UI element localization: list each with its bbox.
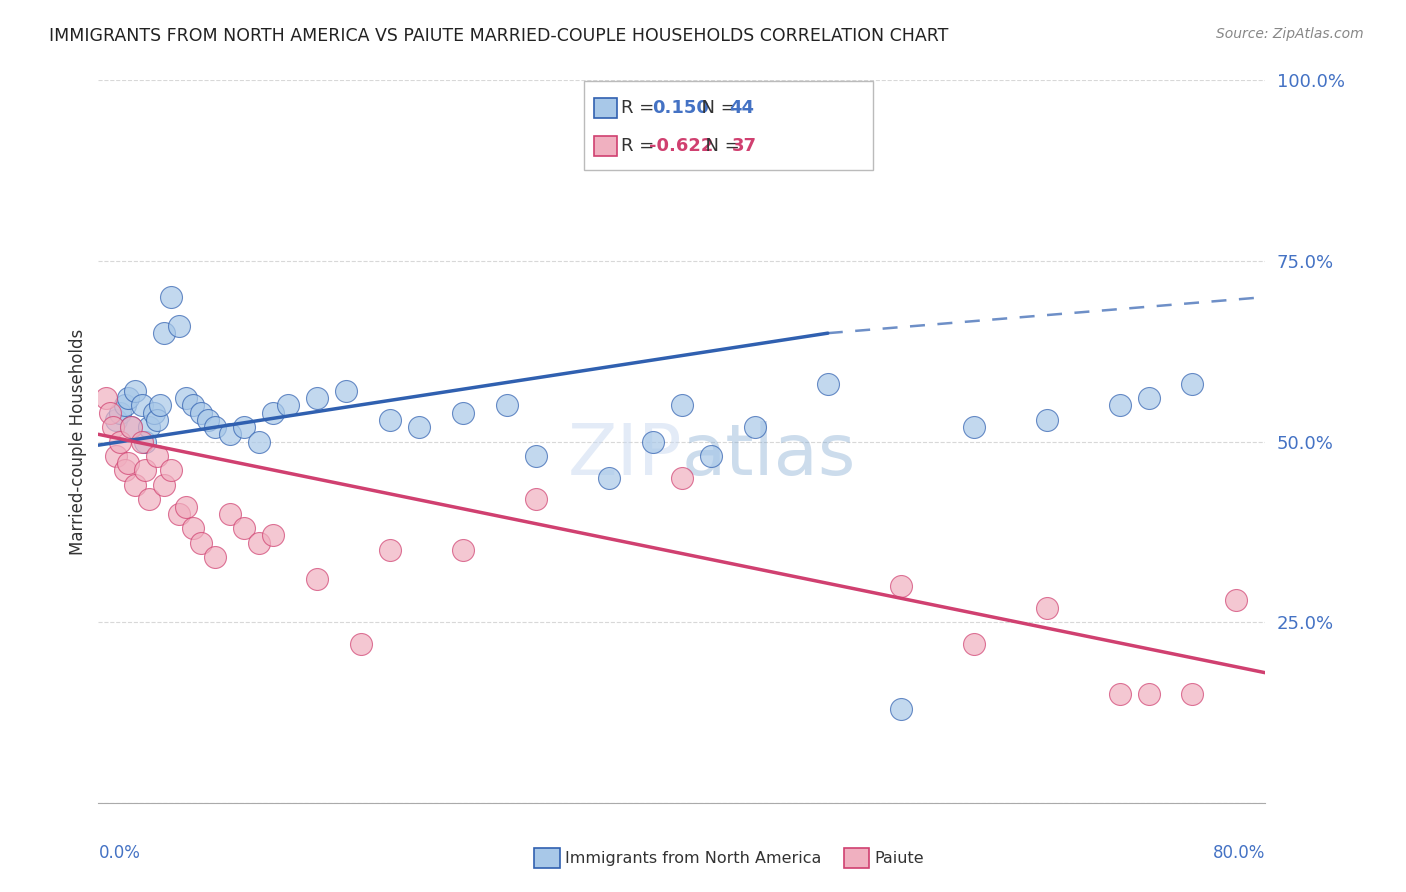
Point [174,500,197,514]
Text: Source: ZipAtlas.com: Source: ZipAtlas.com [1216,27,1364,41]
Text: atlas: atlas [682,422,856,491]
Point [134,434,156,449]
Text: N =: N = [690,99,741,117]
Point [94,391,117,405]
Point [218,427,240,442]
Point [890,702,912,716]
Point [142,406,165,420]
Point [138,420,160,434]
Point [160,290,183,304]
Point [1035,413,1057,427]
Point [153,326,176,341]
Point [744,420,766,434]
Point [307,572,329,586]
Point [131,398,153,412]
Point [114,463,136,477]
Point [160,463,183,477]
Point [138,492,160,507]
Text: IMMIGRANTS FROM NORTH AMERICA VS PAIUTE MARRIED-COUPLE HOUSEHOLDS CORRELATION CH: IMMIGRANTS FROM NORTH AMERICA VS PAIUTE … [49,27,949,45]
Point [524,492,547,507]
Point [146,449,169,463]
Text: 44: 44 [730,99,754,117]
Point [451,406,474,420]
Point [149,398,172,412]
Point [1108,687,1130,701]
Point [197,413,219,427]
Point [124,384,146,398]
Point [641,434,664,449]
Point [335,384,357,398]
Point [120,420,142,434]
Point [131,434,153,449]
Point [181,398,204,412]
Text: R =: R = [621,99,659,117]
Point [167,318,190,333]
Text: R =: R = [621,137,659,155]
Point [114,398,136,412]
Point [263,528,285,542]
Point [1108,398,1130,412]
Point [1035,600,1057,615]
Point [962,420,984,434]
Point [101,420,124,434]
Point [110,434,132,449]
Point [117,456,139,470]
Point [700,449,723,463]
Text: N =: N = [695,137,745,155]
Point [120,420,142,434]
Point [496,398,519,412]
Point [167,507,190,521]
Point [104,449,127,463]
Point [962,637,984,651]
Point [671,398,693,412]
Text: 0.150: 0.150 [652,99,709,117]
Text: Immigrants from North America: Immigrants from North America [565,851,821,865]
Point [110,406,132,420]
Text: 0.0%: 0.0% [98,845,141,863]
Point [204,550,226,565]
Point [134,463,156,477]
Point [124,478,146,492]
Point [350,637,373,651]
Text: ZIP: ZIP [568,422,682,491]
Point [190,535,212,549]
Point [1181,376,1204,391]
Point [98,406,121,420]
Point [247,434,270,449]
Point [104,413,127,427]
Point [204,420,226,434]
Y-axis label: Married-couple Households: Married-couple Households [69,328,87,555]
Point [247,535,270,549]
Point [218,507,240,521]
Point [117,391,139,405]
Text: 80.0%: 80.0% [1213,845,1265,863]
Point [233,420,256,434]
Text: -0.622: -0.622 [650,137,713,155]
Point [277,398,299,412]
Point [190,406,212,420]
Point [307,391,329,405]
Point [153,478,176,492]
Text: Paiute: Paiute [875,851,924,865]
Point [890,579,912,593]
Point [817,376,839,391]
Point [524,449,547,463]
Point [671,471,693,485]
Point [380,542,402,557]
Point [598,471,620,485]
Point [1137,391,1160,405]
Point [1181,687,1204,701]
Point [408,420,430,434]
Point [1137,687,1160,701]
Point [181,521,204,535]
Point [380,413,402,427]
Point [451,542,474,557]
Text: 37: 37 [733,137,756,155]
Point [146,413,169,427]
Point [174,391,197,405]
Point [1225,593,1247,607]
Point [233,521,256,535]
Point [263,406,285,420]
